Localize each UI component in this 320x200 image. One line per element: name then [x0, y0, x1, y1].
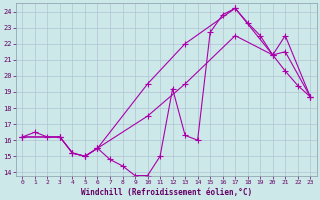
- X-axis label: Windchill (Refroidissement éolien,°C): Windchill (Refroidissement éolien,°C): [81, 188, 252, 197]
